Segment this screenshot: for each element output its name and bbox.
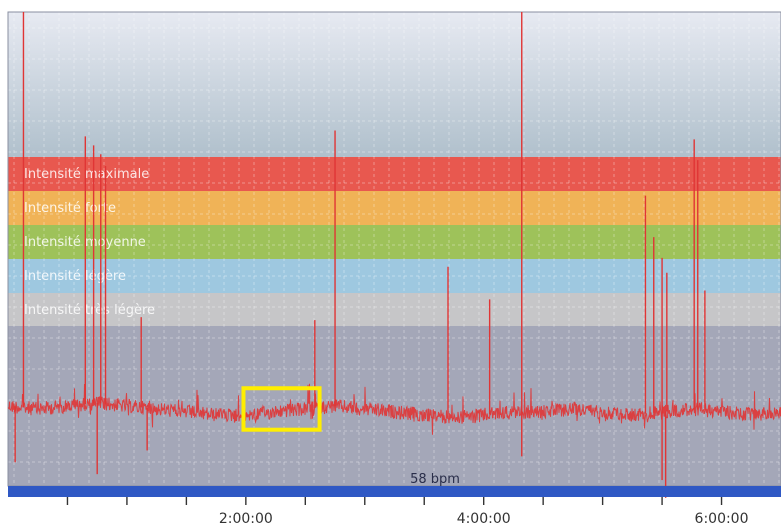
zone-band-3 xyxy=(8,225,781,259)
tick-label-1: 2:00:00 xyxy=(219,511,273,527)
time-axis: 2:00:00 4:00:00 6:00:00 xyxy=(66,497,749,527)
grid xyxy=(8,12,781,486)
tick-label-2: 4:00:00 xyxy=(457,511,511,527)
zone-label-1: Intensité maximale xyxy=(24,167,149,182)
series-line-1 xyxy=(7,383,781,435)
chart-top-background xyxy=(8,12,781,157)
zone-band-2 xyxy=(8,191,781,225)
baseline-label: 58 bpm xyxy=(410,472,460,487)
zone-band-4 xyxy=(8,259,781,293)
time-axis-bar xyxy=(8,486,781,497)
zone-label-5: Intensité très légère xyxy=(24,303,155,318)
heart-rate-series xyxy=(7,12,781,498)
zone-band-1 xyxy=(8,157,781,191)
highlight-box xyxy=(241,386,322,432)
tick-label-3: 6:00:00 xyxy=(695,511,749,527)
zone-band-5 xyxy=(8,293,781,327)
